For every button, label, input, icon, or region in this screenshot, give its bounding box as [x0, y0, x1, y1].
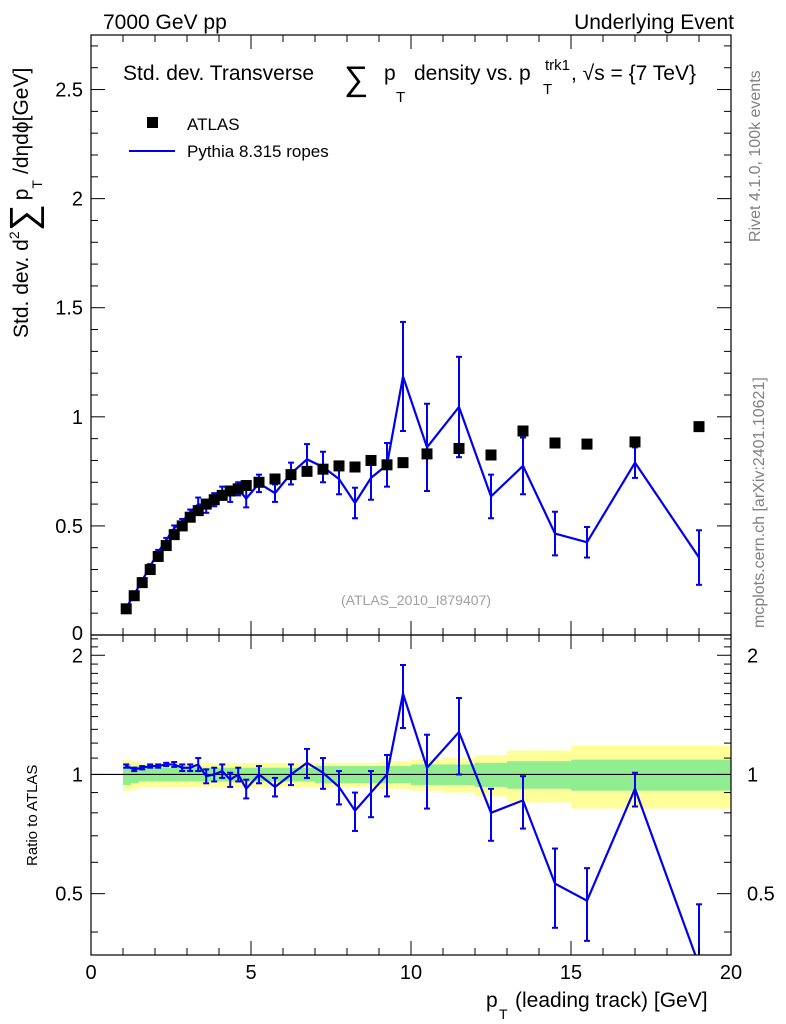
- main-ytick-label: 1: [72, 407, 83, 429]
- ylabel-sum: ∑: [3, 204, 45, 231]
- main-ylabel: Std. dev. d2∑ pT/dηdϕ[GeV]: [3, 68, 45, 338]
- ylabel-sub-t: T: [29, 180, 45, 189]
- data-point: [285, 469, 297, 481]
- ratio-band-inner: [667, 759, 731, 791]
- ylabel-part1: Std. dev. d: [10, 239, 33, 338]
- xtick-label: 0: [85, 962, 96, 984]
- ylabel-part2: /dηdϕ[GeV]: [10, 68, 33, 174]
- data-point: [208, 494, 220, 506]
- main-panel: 0.5 1 1.5 2 2.5 0: [55, 34, 732, 645]
- data-point: [349, 461, 361, 473]
- data-point: [581, 438, 593, 450]
- data-point: [253, 476, 265, 488]
- ylabel-p: p: [10, 189, 33, 201]
- data-point: [317, 463, 329, 475]
- header-left: 7000 GeV pp: [103, 11, 227, 34]
- ratio-ytick-label-right: 1: [747, 764, 758, 786]
- data-point: [232, 483, 244, 495]
- title-sum: ∑: [344, 60, 368, 98]
- main-ytick-label: 2: [72, 189, 83, 211]
- data-point: [160, 540, 172, 552]
- data-point: [269, 473, 281, 485]
- main-ytick-label: 1.5: [55, 298, 83, 320]
- ratio-line: [125, 689, 697, 956]
- data-point: [397, 457, 409, 469]
- xtick-label: 5: [245, 962, 256, 984]
- data-point: [168, 529, 180, 541]
- data-point: [184, 511, 196, 523]
- plot-title: Std. dev. Transverse ∑ p T density vs. p…: [123, 57, 696, 106]
- ratio-ytick-label-left: 2: [72, 645, 83, 667]
- data-point: [240, 480, 252, 492]
- title-p: p: [384, 62, 396, 85]
- mc-line: [125, 372, 700, 609]
- xlabel-p: p: [486, 989, 498, 1012]
- data-point: [453, 442, 465, 454]
- title-part3: , √s = {7 TeV}: [571, 62, 696, 85]
- xlabel-rest: (leading track) [GeV]: [515, 989, 708, 1012]
- title-part1: Std. dev. Transverse: [123, 62, 314, 85]
- svg-text:Std. dev. d2∑pT/dηdϕ[GeV]: Std. dev. d2∑ pT/dηdϕ[GeV]: [3, 68, 45, 338]
- main-ytick-zero-label: 0: [72, 623, 83, 645]
- legend-label-atlas: ATLAS: [187, 115, 240, 134]
- data-point: [693, 421, 705, 433]
- data-point: [485, 449, 497, 461]
- title-sub-t2: T: [543, 81, 552, 98]
- xtick-label: 15: [560, 962, 582, 984]
- ylabel-sup2: 2: [6, 231, 22, 239]
- data-point: [333, 460, 345, 472]
- ratio-ytick-label-right: 2: [747, 645, 758, 667]
- xtick-label: 10: [400, 962, 422, 984]
- data-point: [128, 590, 140, 602]
- data-point: [421, 448, 433, 460]
- legend: ATLAS Pythia 8.315 ropes: [129, 115, 329, 161]
- data-point: [136, 577, 148, 589]
- data-point: [192, 505, 204, 517]
- ratio-band-inner: [571, 759, 603, 791]
- data-point: [152, 550, 164, 562]
- data-point: [144, 564, 156, 576]
- legend-label-pythia: Pythia 8.315 ropes: [187, 142, 329, 161]
- title-part2: density vs. p: [414, 62, 531, 85]
- ratio-ytick-label-left: 0.5: [55, 884, 83, 906]
- data-point: [381, 459, 393, 471]
- data-point: [301, 465, 313, 477]
- xtick-label: 20: [720, 962, 742, 984]
- header-right: Underlying Event: [574, 11, 734, 34]
- analysis-watermark: (ATLAS_2010_I879407): [341, 592, 491, 608]
- data-point: [216, 489, 228, 501]
- data-point: [517, 425, 529, 437]
- title-sub-t: T: [396, 89, 405, 106]
- title-sup-trk1: trk1: [545, 57, 570, 74]
- main-ytick-label: 0.5: [55, 516, 83, 538]
- data-point: [549, 437, 561, 449]
- data-point: [365, 454, 377, 466]
- ratio-panel: 0.5 0.51 12 20 5 10 15 20: [55, 634, 775, 984]
- data-point: [200, 498, 212, 510]
- ratio-ylabel: Ratio to ATLAS: [24, 765, 41, 866]
- rivet-caption: Rivet 4.1.0, 100k events: [747, 70, 764, 242]
- ratio-ytick-label-right: 0.5: [747, 884, 775, 906]
- data-point: [629, 436, 641, 448]
- legend-marker-atlas: [147, 117, 158, 128]
- data-point: [224, 485, 236, 497]
- main-ytick-label: 2.5: [55, 80, 83, 102]
- x-axis-label: p T (leading track) [GeV]: [486, 989, 708, 1022]
- mcplots-caption: mcplots.cern.ch [arXiv:2401.10621]: [751, 377, 768, 628]
- ratio-ytick-label-left: 1: [72, 764, 83, 786]
- xlabel-sub-t: T: [499, 1006, 508, 1022]
- data-point: [176, 520, 188, 532]
- data-point: [120, 603, 132, 615]
